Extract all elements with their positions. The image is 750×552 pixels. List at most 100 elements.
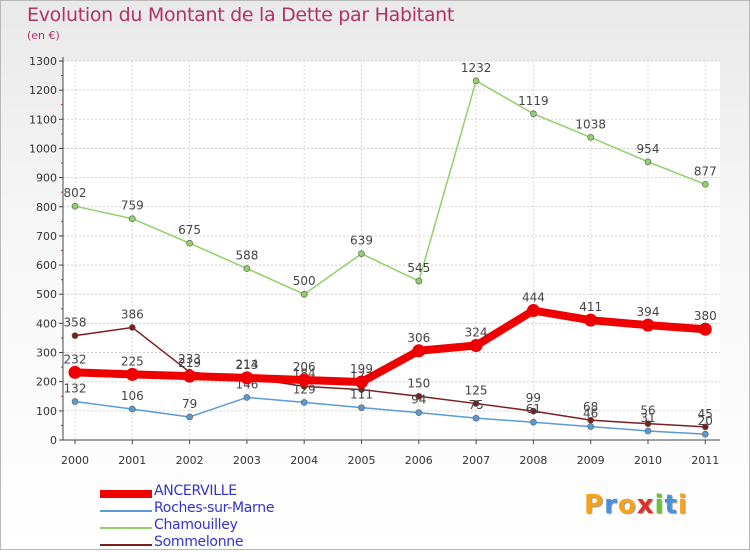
y-tick-label: 400 xyxy=(36,317,57,330)
series-line-sommelonne xyxy=(74,326,707,428)
data-label: 444 xyxy=(522,291,545,305)
data-label: 45 xyxy=(698,407,713,421)
legend-label: Roches-sur-Marne xyxy=(154,500,275,516)
data-label: 150 xyxy=(407,376,430,390)
data-label: 588 xyxy=(235,249,258,263)
y-tick-label: 600 xyxy=(36,259,57,272)
data-point xyxy=(641,318,655,332)
data-point xyxy=(129,215,136,223)
data-point xyxy=(415,277,423,285)
y-tick-label: 900 xyxy=(36,172,57,185)
x-tick-label: 2004 xyxy=(290,454,318,467)
data-label: 213 xyxy=(235,358,258,372)
series-line-chamouilley xyxy=(74,80,707,295)
data-label: 214 xyxy=(235,358,258,372)
data-point xyxy=(243,394,251,401)
data-label: 802 xyxy=(64,186,87,200)
data-label: 125 xyxy=(465,384,488,398)
data-label: 324 xyxy=(465,326,488,340)
plot-area xyxy=(63,61,720,440)
data-point xyxy=(644,158,652,166)
data-point xyxy=(472,400,480,407)
data-point xyxy=(472,77,480,85)
data-label: 31 xyxy=(640,411,655,425)
legend-swatch xyxy=(100,527,152,529)
data-point xyxy=(412,344,426,358)
data-point xyxy=(587,134,595,141)
data-point xyxy=(358,404,365,411)
data-label: 111 xyxy=(350,388,373,402)
proxiti-logo: Proxiti xyxy=(584,490,688,520)
data-point xyxy=(358,250,365,258)
data-point xyxy=(68,365,82,379)
series-line-ancerville xyxy=(71,306,710,386)
data-point xyxy=(129,405,136,413)
data-point xyxy=(469,339,483,353)
data-label: 132 xyxy=(64,382,87,396)
data-label: 206 xyxy=(293,360,316,374)
data-point xyxy=(587,416,595,424)
data-label: 99 xyxy=(526,391,541,405)
data-label: 639 xyxy=(350,234,373,248)
x-tick-label: 2010 xyxy=(634,454,662,467)
data-label: 129 xyxy=(293,382,316,396)
data-point xyxy=(125,367,139,381)
data-label: 56 xyxy=(640,404,655,418)
data-label: 500 xyxy=(293,274,316,288)
y-tick-label: 300 xyxy=(36,347,57,360)
data-label: 1038 xyxy=(575,117,606,131)
data-label: 61 xyxy=(526,402,541,416)
data-label: 877 xyxy=(694,164,717,178)
x-tick-label: 2003 xyxy=(233,454,261,467)
data-label: 1232 xyxy=(461,61,492,75)
data-point xyxy=(587,423,595,430)
data-label: 232 xyxy=(64,352,87,366)
data-point xyxy=(71,202,79,210)
data-point xyxy=(584,313,598,327)
data-label: 219 xyxy=(178,356,201,370)
data-label: 225 xyxy=(121,354,144,368)
data-point xyxy=(129,324,136,331)
legend-label: ANCERVILLE xyxy=(154,483,237,499)
y-tick-label: 1200 xyxy=(29,84,57,97)
data-label: 20 xyxy=(698,414,713,428)
data-label: 94 xyxy=(411,393,426,407)
data-point xyxy=(415,409,423,416)
data-label: 954 xyxy=(637,142,660,156)
data-point xyxy=(71,398,79,405)
y-tick-label: 200 xyxy=(36,376,57,389)
data-label: 675 xyxy=(178,223,201,237)
data-label: 1119 xyxy=(518,94,549,108)
data-point xyxy=(300,399,308,406)
x-tick-label: 2008 xyxy=(519,454,547,467)
data-label: 411 xyxy=(579,300,602,314)
data-point xyxy=(698,322,712,336)
data-point xyxy=(415,392,423,400)
y-tick-label: 800 xyxy=(36,201,57,214)
data-point xyxy=(701,423,709,431)
y-tick-label: 1100 xyxy=(29,113,57,126)
data-point xyxy=(243,265,251,272)
legend-swatch xyxy=(100,510,152,512)
data-label: 75 xyxy=(468,398,483,412)
legend-swatch xyxy=(100,544,152,546)
x-tick-label: 2001 xyxy=(118,454,146,467)
y-tick-label: 700 xyxy=(36,230,57,243)
x-tick-label: 2007 xyxy=(462,454,490,467)
data-label: 759 xyxy=(121,199,144,213)
data-label: 199 xyxy=(350,362,373,376)
y-tick-label: 100 xyxy=(36,405,57,418)
y-tick-label: 1000 xyxy=(29,142,57,155)
data-point xyxy=(530,110,537,118)
data-point xyxy=(71,332,79,339)
data-point xyxy=(644,427,652,435)
series-line-roches-sur-marne xyxy=(74,396,707,435)
data-label: 386 xyxy=(121,307,144,321)
data-label: 68 xyxy=(583,400,598,414)
data-label: 79 xyxy=(182,397,197,411)
data-point xyxy=(186,413,193,421)
data-label: 106 xyxy=(121,389,144,403)
data-point xyxy=(355,375,368,389)
data-point xyxy=(701,430,709,438)
chart-subtitle: (en €) xyxy=(27,29,60,42)
